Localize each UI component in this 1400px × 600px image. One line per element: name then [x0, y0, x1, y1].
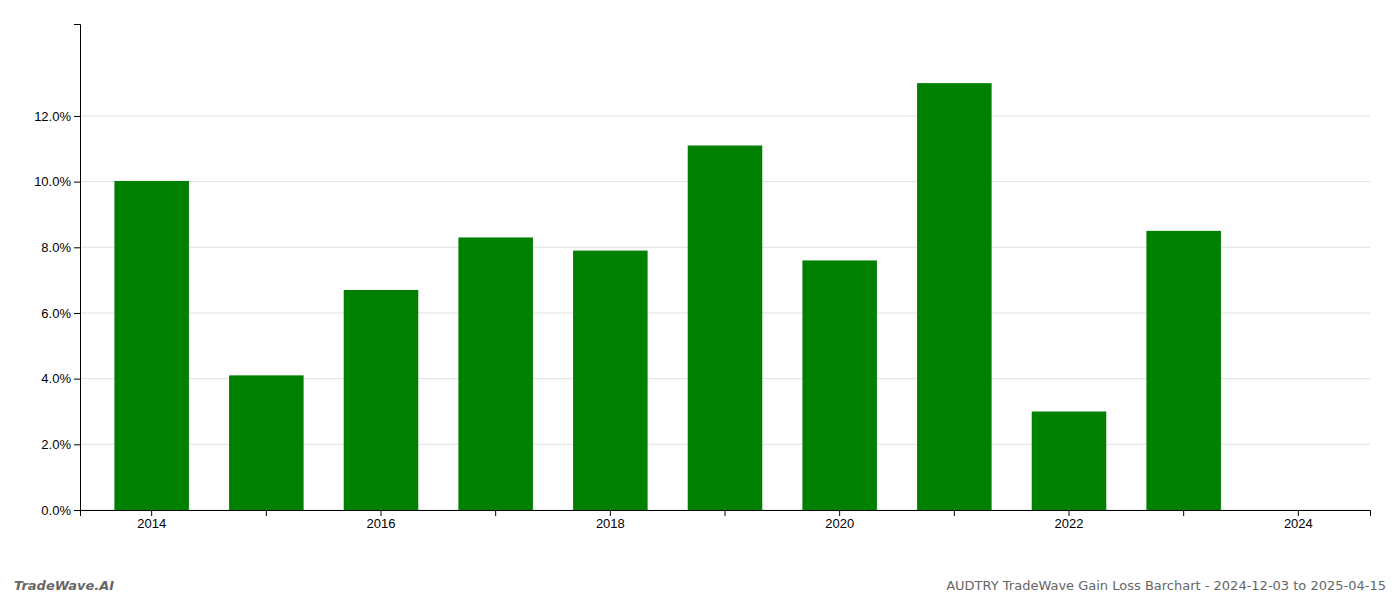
x-axis-line — [81, 511, 1371, 517]
bar — [458, 237, 533, 510]
y-tick: 0.0% — [41, 503, 80, 518]
y-tick: 10.0% — [34, 174, 80, 189]
x-tick: 2024 — [1284, 510, 1313, 531]
x-tick-mark — [725, 510, 726, 516]
x-tick — [495, 510, 496, 516]
bar — [917, 83, 992, 510]
plot: 0.0%2.0%4.0%6.0%8.0%10.0%12.0%2014201620… — [34, 25, 1370, 532]
x-tick: 2018 — [596, 510, 625, 531]
x-axis: 2014 2016 2018 2020 2022 2024 — [81, 510, 1371, 531]
x-tick-mark — [266, 510, 267, 516]
chart: 0.0%2.0%4.0%6.0%8.0%10.0%12.0%2014201620… — [0, 0, 1400, 600]
bars — [114, 83, 1221, 510]
y-tick-label: 4.0% — [41, 371, 71, 386]
bar — [114, 181, 189, 510]
x-tick — [725, 510, 726, 516]
x-tick-label: 2024 — [1284, 516, 1313, 531]
y-tick: 12.0% — [34, 109, 80, 124]
grid — [80, 116, 1370, 510]
watermark: TradeWave.AI — [14, 578, 114, 593]
x-tick — [1183, 510, 1184, 516]
x-tick-mark — [1298, 510, 1299, 516]
bar — [1032, 411, 1107, 510]
y-tick-mark — [74, 510, 80, 511]
y-tick-label: 6.0% — [41, 306, 71, 321]
y-tick: 8.0% — [41, 240, 80, 255]
bar — [573, 251, 648, 510]
x-tick-label: 2020 — [825, 516, 854, 531]
x-tick-label: 2018 — [596, 516, 625, 531]
y-tick: 4.0% — [41, 371, 80, 386]
x-tick-label: 2014 — [137, 516, 166, 531]
y-axis: 0.0% 2.0% 4.0% 6.0% 8.0% 10.0% 12.0% — [34, 25, 80, 518]
x-tick — [266, 510, 267, 516]
x-tick — [954, 510, 955, 516]
y-tick-mark — [74, 379, 80, 380]
y-tick-label: 12.0% — [34, 109, 71, 124]
y-tick-mark — [74, 313, 80, 314]
x-tick-label: 2016 — [367, 516, 396, 531]
y-tick-mark — [74, 182, 80, 183]
y-tick-mark — [74, 247, 80, 248]
y-tick-mark — [74, 116, 80, 117]
x-tick: 2016 — [367, 510, 396, 531]
x-tick: 2022 — [1055, 510, 1084, 531]
bar — [802, 260, 877, 510]
x-tick-mark — [495, 510, 496, 516]
bar — [344, 290, 419, 510]
x-tick-mark — [839, 510, 840, 516]
title: AUDTRY TradeWave Gain Loss Barchart - 20… — [946, 578, 1386, 593]
x-tick-label: 2022 — [1055, 516, 1084, 531]
grid-line — [80, 115, 1370, 116]
bar — [688, 146, 763, 511]
y-tick-label: 10.0% — [34, 174, 71, 189]
x-tick-mark — [610, 510, 611, 516]
x-tick-mark — [1069, 510, 1070, 516]
bar — [229, 375, 304, 510]
y-tick: 6.0% — [41, 306, 80, 321]
y-axis-line — [74, 25, 81, 511]
x-tick: 2020 — [825, 510, 854, 531]
x-tick-mark — [151, 510, 152, 516]
y-tick-label: 0.0% — [41, 503, 71, 518]
x-tick-mark — [954, 510, 955, 516]
bar — [1146, 231, 1221, 510]
x-tick-mark — [1183, 510, 1184, 516]
y-tick-label: 8.0% — [41, 240, 71, 255]
y-tick-label: 2.0% — [41, 437, 71, 452]
y-tick-mark — [74, 444, 80, 445]
x-tick: 2014 — [137, 510, 166, 531]
y-tick: 2.0% — [41, 437, 80, 452]
x-tick-mark — [381, 510, 382, 516]
